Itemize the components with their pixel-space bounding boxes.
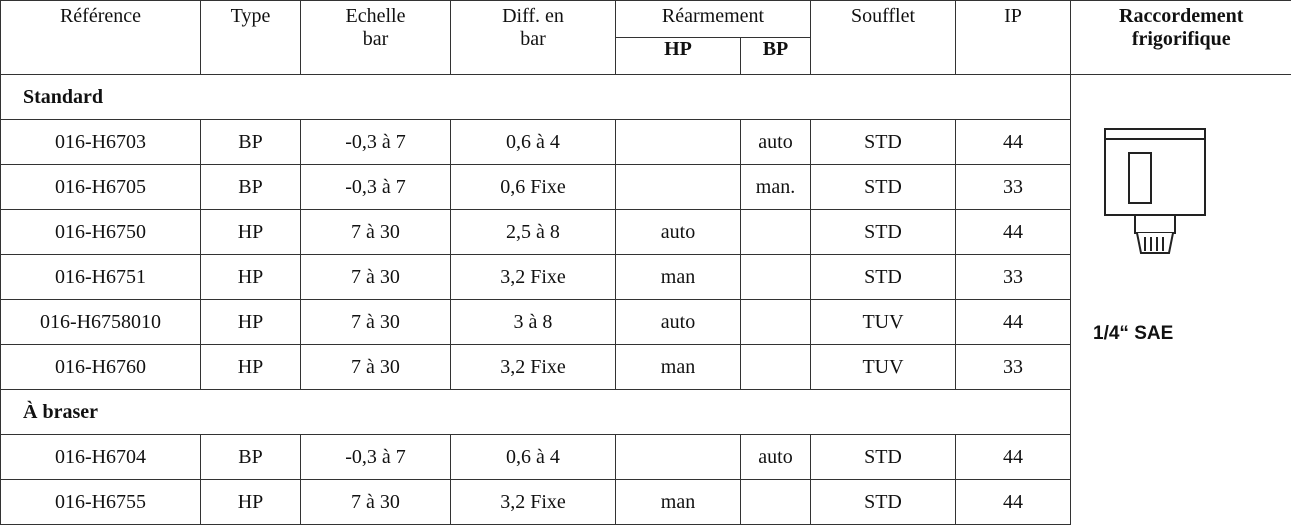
- cell: -0,3 à 7: [301, 165, 451, 210]
- cell: STD: [811, 165, 956, 210]
- cell: [741, 255, 811, 300]
- cell: 016-H6755: [1, 480, 201, 525]
- header-text: frigorifique: [1132, 28, 1231, 50]
- cell: [616, 120, 741, 165]
- connection-label: 1/4“ SAE: [1093, 323, 1291, 345]
- cell: [616, 165, 741, 210]
- header-cell: Réarmement: [616, 1, 811, 38]
- cell: -0,3 à 7: [301, 120, 451, 165]
- header-cell: Référence: [1, 1, 201, 75]
- header-cell: BP: [741, 38, 811, 75]
- group-title: À braser: [1, 390, 1071, 435]
- cell: STD: [811, 435, 956, 480]
- cell: 3,2 Fixe: [451, 345, 616, 390]
- cell: man: [616, 480, 741, 525]
- cell: [741, 345, 811, 390]
- cell: 44: [956, 480, 1071, 525]
- cell: 7 à 30: [301, 210, 451, 255]
- header-text: Raccordement: [1119, 5, 1243, 27]
- group-row: Standard 1/4“ SAE: [1, 75, 1291, 120]
- cell: auto: [741, 435, 811, 480]
- connection-cell: 1/4“ SAE: [1071, 75, 1291, 525]
- header-cell: HP: [616, 38, 741, 75]
- pressure-switch-icon: [1093, 127, 1213, 277]
- cell: 0,6 Fixe: [451, 165, 616, 210]
- cell: [616, 435, 741, 480]
- cell: 44: [956, 435, 1071, 480]
- cell: BP: [201, 165, 301, 210]
- cell: 44: [956, 120, 1071, 165]
- header-cell: Type: [201, 1, 301, 75]
- cell: 33: [956, 255, 1071, 300]
- header-cell: Soufflet: [811, 1, 956, 75]
- cell: TUV: [811, 300, 956, 345]
- cell: 3 à 8: [451, 300, 616, 345]
- header-text: Diff. en: [502, 5, 564, 27]
- cell: 016-H6751: [1, 255, 201, 300]
- cell: -0,3 à 7: [301, 435, 451, 480]
- cell: 33: [956, 165, 1071, 210]
- cell: 0,6 à 4: [451, 435, 616, 480]
- cell: man: [616, 255, 741, 300]
- cell: 016-H6758010: [1, 300, 201, 345]
- cell: HP: [201, 210, 301, 255]
- cell: 016-H6704: [1, 435, 201, 480]
- cell: [741, 480, 811, 525]
- cell: 0,6 à 4: [451, 120, 616, 165]
- cell: 7 à 30: [301, 300, 451, 345]
- group-title: Standard: [1, 75, 1071, 120]
- cell: 7 à 30: [301, 345, 451, 390]
- cell: HP: [201, 255, 301, 300]
- cell: 44: [956, 210, 1071, 255]
- cell: man: [616, 345, 741, 390]
- cell: STD: [811, 255, 956, 300]
- cell: HP: [201, 300, 301, 345]
- cell: HP: [201, 480, 301, 525]
- product-table: Référence Type Echellebar Diff. enbar Ré…: [0, 0, 1291, 525]
- header-cell: IP: [956, 1, 1071, 75]
- cell: 33: [956, 345, 1071, 390]
- cell: 016-H6703: [1, 120, 201, 165]
- cell: 3,2 Fixe: [451, 255, 616, 300]
- cell: 7 à 30: [301, 255, 451, 300]
- cell: STD: [811, 480, 956, 525]
- cell: [741, 300, 811, 345]
- cell: 2,5 à 8: [451, 210, 616, 255]
- cell: 3,2 Fixe: [451, 480, 616, 525]
- header-text: bar: [520, 28, 546, 50]
- header-text: bar: [363, 28, 389, 50]
- cell: STD: [811, 210, 956, 255]
- cell: [741, 210, 811, 255]
- cell: auto: [741, 120, 811, 165]
- cell: 016-H6750: [1, 210, 201, 255]
- cell: TUV: [811, 345, 956, 390]
- cell: man.: [741, 165, 811, 210]
- cell: 016-H6760: [1, 345, 201, 390]
- page: Référence Type Echellebar Diff. enbar Ré…: [0, 0, 1291, 528]
- cell: 44: [956, 300, 1071, 345]
- cell: BP: [201, 120, 301, 165]
- cell: auto: [616, 300, 741, 345]
- cell: STD: [811, 120, 956, 165]
- header-text: Echelle: [346, 5, 406, 27]
- cell: HP: [201, 345, 301, 390]
- cell: auto: [616, 210, 741, 255]
- cell: 016-H6705: [1, 165, 201, 210]
- cell: BP: [201, 435, 301, 480]
- cell: 7 à 30: [301, 480, 451, 525]
